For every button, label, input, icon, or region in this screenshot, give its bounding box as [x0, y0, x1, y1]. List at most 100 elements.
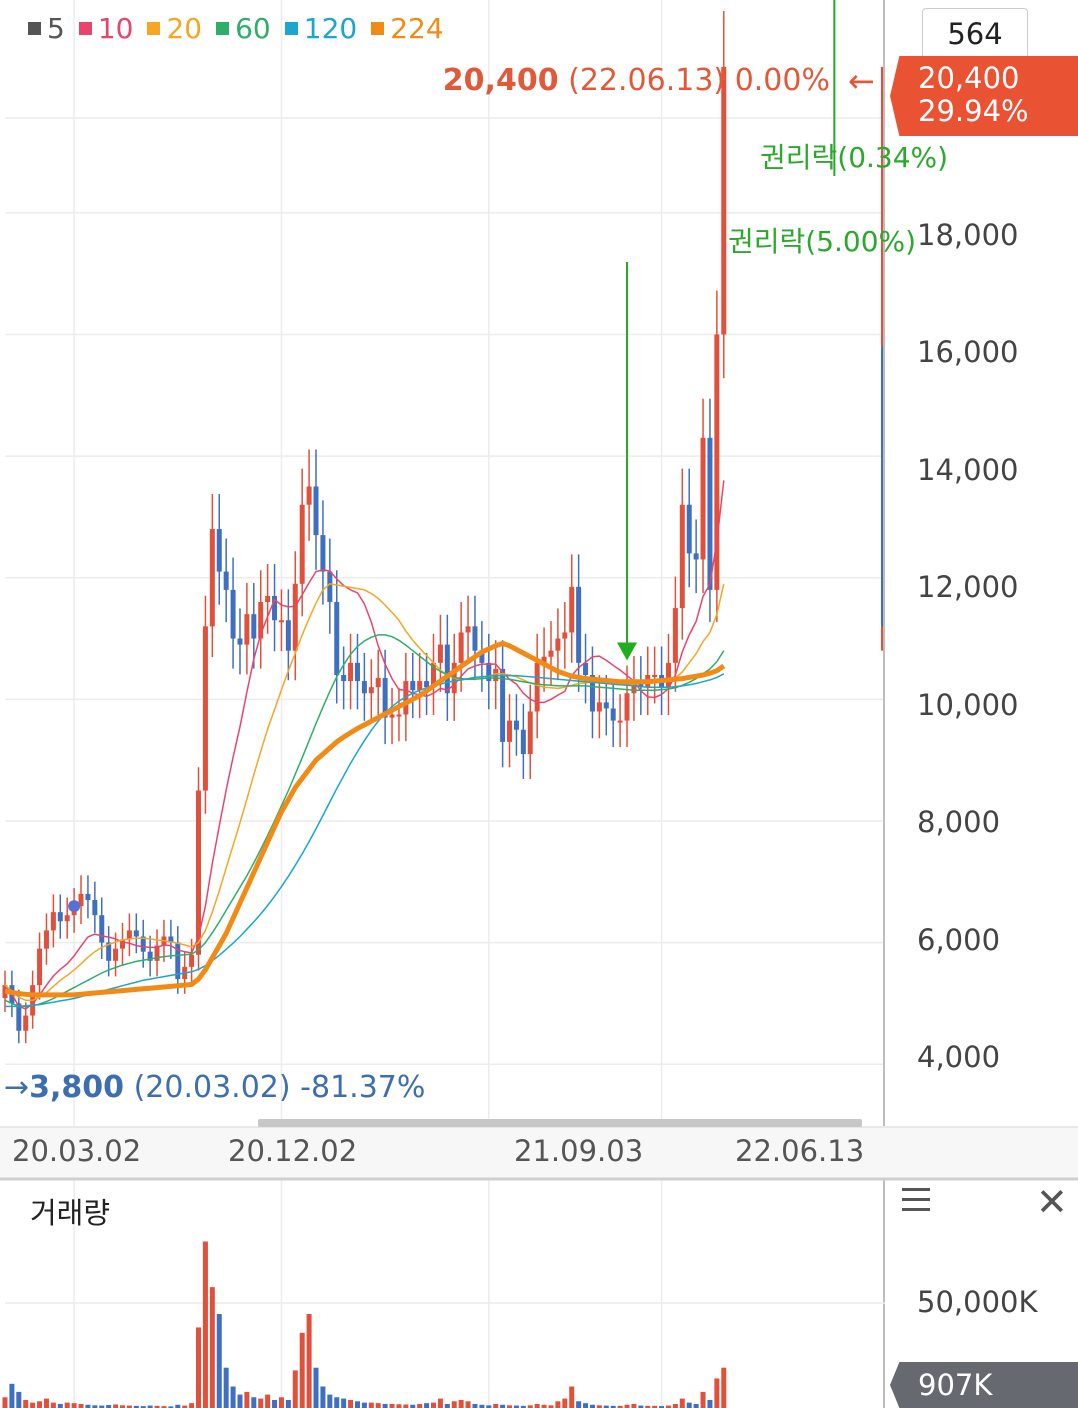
ma-line-60: [4, 634, 725, 1008]
volume-bar: [465, 1401, 471, 1408]
y-tick-label: 18,000: [917, 218, 1019, 252]
y-tick-label: 10,000: [917, 688, 1019, 722]
volume-bar: [202, 1241, 208, 1408]
candle-body: [140, 936, 146, 952]
candle-body: [209, 529, 215, 627]
candle-body: [237, 638, 243, 645]
volume-tick-label: 50,000K: [917, 1285, 1038, 1319]
volume-bar: [382, 1403, 388, 1408]
volume-bar: [43, 1398, 49, 1408]
candle-body: [596, 702, 602, 712]
candle-body: [106, 942, 112, 961]
candle-body: [389, 714, 395, 718]
high-date: (22.06.13): [568, 63, 726, 98]
volume-bar: [548, 1405, 554, 1408]
volume-title: 거래량: [30, 1196, 111, 1230]
high-price: 20,400: [442, 63, 559, 98]
candle-body: [686, 504, 692, 554]
candle-body: [444, 644, 450, 694]
ma-legend: 5 10 20 60 120 224: [28, 12, 444, 45]
volume-bar: [327, 1394, 333, 1408]
volume-bar: [555, 1401, 561, 1408]
volume-bar: [624, 1404, 630, 1408]
volume-bar: [154, 1405, 160, 1408]
legend-item-ma60[interactable]: 60: [216, 12, 271, 45]
legend-item-ma10[interactable]: 10: [78, 12, 133, 45]
candle-body: [265, 595, 271, 603]
period-high-label: 20,400 (22.06.13) 0.00%: [443, 63, 830, 98]
candle-body: [700, 437, 706, 560]
volume-bar: [672, 1403, 678, 1408]
legend-item-ma224[interactable]: 224: [371, 12, 444, 45]
candle-body: [147, 951, 153, 961]
volume-bar: [320, 1386, 326, 1408]
candle-body: [278, 620, 284, 623]
candle-body: [610, 708, 616, 721]
ma-line-10: [4, 480, 725, 1010]
candle-body: [92, 900, 98, 916]
candle-body: [368, 687, 374, 694]
volume-bar: [368, 1402, 374, 1408]
candle-body: [292, 583, 298, 651]
x-tick-label: 21.09.03: [514, 1134, 644, 1168]
candle-body: [168, 936, 174, 943]
volume-bar: [168, 1406, 174, 1408]
close-icon[interactable]: ✕: [1036, 1180, 1068, 1224]
candle-body: [465, 626, 471, 633]
candle-body: [43, 930, 49, 949]
candle-body: [396, 714, 402, 717]
candle-body: [472, 626, 478, 651]
volume-bar: [686, 1402, 692, 1408]
candle-body: [64, 915, 70, 922]
volume-bar: [617, 1405, 623, 1408]
current-volume-badge: 907K: [890, 1362, 1078, 1408]
volume-bar: [71, 1403, 77, 1408]
volume-bar: [99, 1405, 105, 1408]
volume-bar: [285, 1399, 291, 1408]
volume-bar: [251, 1397, 257, 1408]
candle-body: [652, 675, 658, 677]
candle-body: [479, 650, 485, 663]
candle-body: [327, 571, 333, 603]
candle-count-box[interactable]: 564: [922, 8, 1028, 60]
candle-body: [603, 702, 609, 709]
volume-bar: [507, 1405, 513, 1408]
candle-body: [285, 620, 291, 651]
volume-bar: [348, 1399, 354, 1408]
volume-bar: [659, 1406, 665, 1408]
volume-bar: [569, 1386, 575, 1408]
x-tick-label: 22.06.13: [735, 1134, 865, 1168]
volume-bar: [534, 1403, 540, 1408]
candle-body: [99, 915, 105, 943]
menu-icon[interactable]: [902, 1188, 930, 1218]
candle-body: [638, 684, 644, 688]
volume-bar: [78, 1403, 84, 1408]
volume-bar: [665, 1405, 671, 1408]
volume-bar: [30, 1402, 36, 1408]
candle-body: [507, 720, 513, 742]
candle-body: [119, 939, 125, 949]
volume-bar: [451, 1401, 457, 1408]
volume-bar: [306, 1314, 312, 1408]
volume-bar: [562, 1398, 568, 1408]
candle-body: [223, 571, 229, 590]
candle-body: [707, 437, 713, 590]
volume-bar: [458, 1399, 464, 1408]
candle-body: [721, 66, 727, 335]
candle-body: [361, 681, 367, 694]
volume-bar: [693, 1403, 699, 1408]
volume-bar: [313, 1367, 319, 1408]
candle-body: [520, 729, 526, 755]
volume-bar: [679, 1398, 685, 1408]
volume-bar: [714, 1378, 720, 1408]
volume-bar: [182, 1405, 188, 1408]
volume-bar: [57, 1403, 63, 1408]
y-tick-label: 4,000: [917, 1040, 1001, 1074]
legend-item-ma5[interactable]: 5: [28, 12, 65, 45]
legend-item-ma120[interactable]: 120: [284, 12, 357, 45]
legend-item-ma20[interactable]: 20: [147, 12, 202, 45]
volume-bar: [361, 1402, 367, 1408]
x-tick-label: 20.03.02: [12, 1134, 142, 1168]
